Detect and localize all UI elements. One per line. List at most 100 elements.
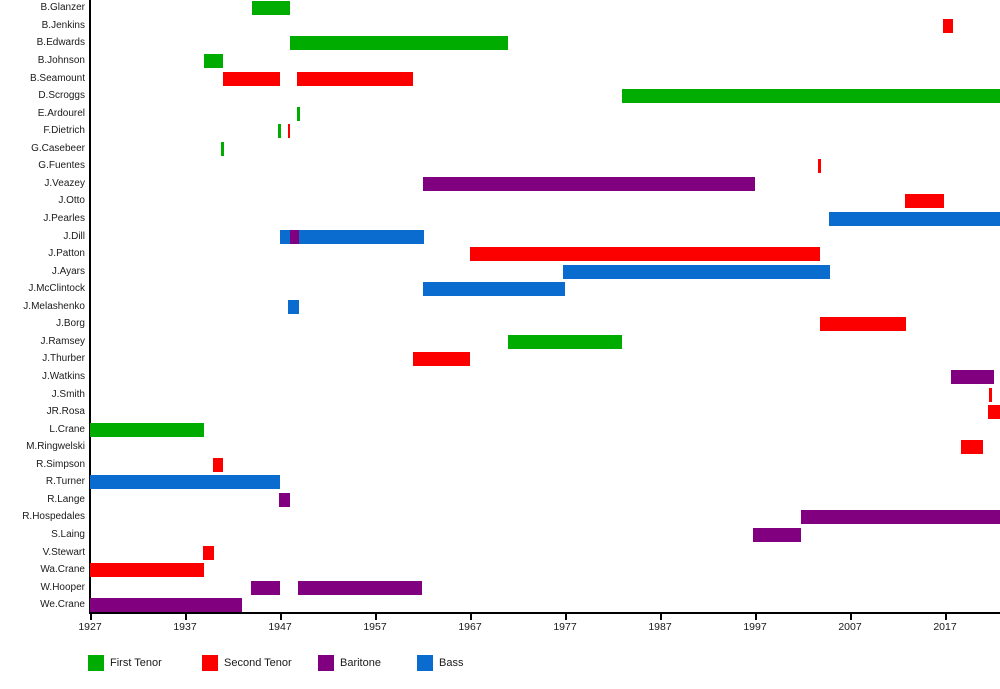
x-axis-tick	[185, 613, 187, 620]
timeline-bar	[287, 299, 299, 314]
x-axis-tick-label: 1977	[553, 621, 577, 633]
legend-swatch	[88, 655, 104, 671]
x-axis-tick-label: 1947	[268, 621, 292, 633]
timeline-bar	[90, 475, 280, 490]
legend-label: Second Tenor	[224, 657, 292, 669]
timeline-bar	[987, 405, 1000, 420]
timeline-bar	[279, 492, 291, 507]
y-axis-label: J.Borg	[56, 318, 85, 330]
x-axis-tick	[755, 613, 757, 620]
x-axis-tick	[660, 613, 662, 620]
y-axis-spine	[89, 0, 91, 613]
x-axis-tick	[375, 613, 377, 620]
timeline-bar	[950, 369, 995, 384]
y-axis-label: R.Turner	[45, 476, 85, 488]
timeline-bar	[289, 36, 508, 51]
x-axis-tick-label: 1957	[363, 621, 387, 633]
timeline-bar	[988, 387, 992, 402]
y-axis-label: J.Thurber	[42, 353, 85, 365]
y-axis-label: R.Simpson	[36, 458, 85, 470]
y-axis-label: J.McClintock	[28, 283, 85, 295]
y-axis-label: W.Hooper	[40, 581, 85, 593]
y-axis-label: R.Hospedales	[22, 511, 85, 523]
legend-label: Baritone	[340, 657, 381, 669]
x-axis-tick-label: 1997	[743, 621, 767, 633]
timeline-bar	[563, 264, 831, 279]
x-axis-tick-label: 2007	[838, 621, 862, 633]
y-axis-label: JR.Rosa	[46, 406, 85, 418]
y-axis-label: Wa.Crane	[40, 564, 85, 576]
timeline-bar	[829, 211, 1000, 226]
timeline-bar	[278, 124, 281, 139]
timeline-bar	[297, 71, 413, 86]
y-axis-label: J.Otto	[58, 195, 85, 207]
y-axis-label: J.Dill	[63, 230, 85, 242]
y-axis-label: L.Crane	[49, 423, 85, 435]
timeline-bar	[422, 282, 565, 297]
x-axis-spine	[89, 612, 1000, 614]
timeline-bar	[289, 229, 299, 244]
y-axis-label: J.Ayars	[51, 265, 85, 277]
x-axis-tick-label: 1967	[458, 621, 482, 633]
y-axis-label: B.Jenkins	[41, 19, 85, 31]
timeline-bar	[287, 124, 291, 139]
timeline-bar	[508, 334, 622, 349]
timeline-bar	[422, 176, 755, 191]
y-axis-label: G.Fuentes	[38, 160, 85, 172]
timeline-bar	[905, 194, 945, 209]
legend-swatch	[417, 655, 433, 671]
legend-swatch	[318, 655, 334, 671]
x-axis-tick	[850, 613, 852, 620]
y-axis-label: R.Lange	[47, 493, 85, 505]
legend-swatch	[202, 655, 218, 671]
timeline-bar	[622, 89, 1000, 104]
x-axis-tick	[280, 613, 282, 620]
y-axis-label: J.Melashenko	[23, 300, 85, 312]
timeline-bar	[297, 106, 300, 121]
timeline-bar	[212, 457, 223, 472]
y-axis-label: M.Ringwelski	[26, 441, 85, 453]
x-axis-tick	[90, 613, 92, 620]
y-axis-label: G.Casebeer	[31, 142, 85, 154]
y-axis-label: F.Dietrich	[43, 125, 85, 137]
timeline-bar	[251, 1, 290, 16]
timeline-bar	[943, 18, 953, 33]
y-axis-label: E.Ardourel	[37, 107, 85, 119]
timeline-bar	[298, 580, 422, 595]
timeline-bar	[413, 352, 470, 367]
y-axis-label: J.Veazey	[44, 177, 85, 189]
timeline-bar	[204, 53, 223, 68]
timeline-bar	[90, 598, 242, 613]
legend-label: First Tenor	[110, 657, 162, 669]
x-axis-tick-label: 2017	[933, 621, 957, 633]
y-axis-label: B.Seamount	[29, 72, 85, 84]
timeline-bar	[961, 440, 983, 455]
y-axis-label: J.Smith	[51, 388, 85, 400]
y-axis-label: B.Glanzer	[40, 2, 85, 14]
timeline-bar	[250, 580, 280, 595]
y-axis-label: J.Patton	[48, 248, 85, 260]
timeline-bar	[90, 422, 204, 437]
timeline-bar	[280, 229, 290, 244]
x-axis-tick-label: 1937	[173, 621, 197, 633]
timeline-bar	[819, 317, 907, 332]
y-axis-label: J.Watkins	[42, 370, 85, 382]
x-axis-tick	[565, 613, 567, 620]
x-axis-tick-label: 1927	[78, 621, 102, 633]
timeline-bar	[223, 71, 280, 86]
timeline-bar	[203, 545, 215, 560]
y-axis-label: We.Crane	[40, 599, 85, 611]
y-axis-label: J.Ramsey	[40, 335, 85, 347]
y-axis-label: V.Stewart	[42, 546, 85, 558]
x-axis-tick-label: 1987	[648, 621, 672, 633]
timeline-bar	[753, 528, 801, 542]
timeline-bar	[90, 563, 204, 578]
x-axis-tick	[470, 613, 472, 620]
y-axis-label: J.Pearles	[43, 212, 85, 224]
y-axis-label: B.Edwards	[36, 37, 85, 49]
y-axis-label: S.Laing	[51, 529, 85, 540]
y-axis-label: B.Johnson	[37, 54, 85, 66]
timeline-bar	[470, 247, 820, 262]
legend-label: Bass	[439, 657, 464, 669]
